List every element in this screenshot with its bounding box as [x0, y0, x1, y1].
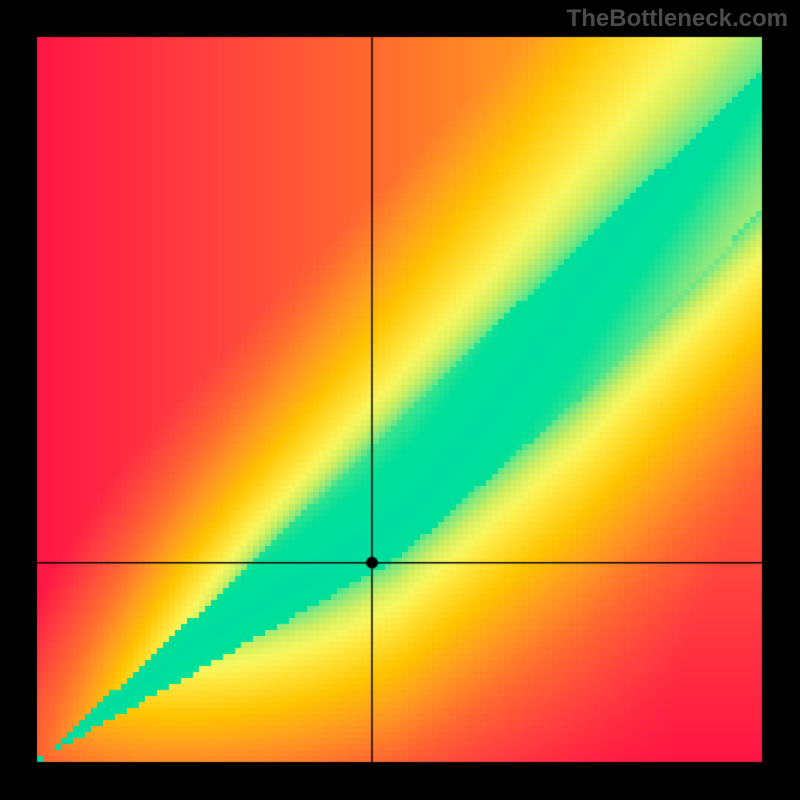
chart-container: { "watermark": { "text": "TheBottleneck.…: [0, 0, 800, 800]
crosshair-overlay: [0, 0, 800, 800]
watermark-text: TheBottleneck.com: [567, 5, 788, 33]
